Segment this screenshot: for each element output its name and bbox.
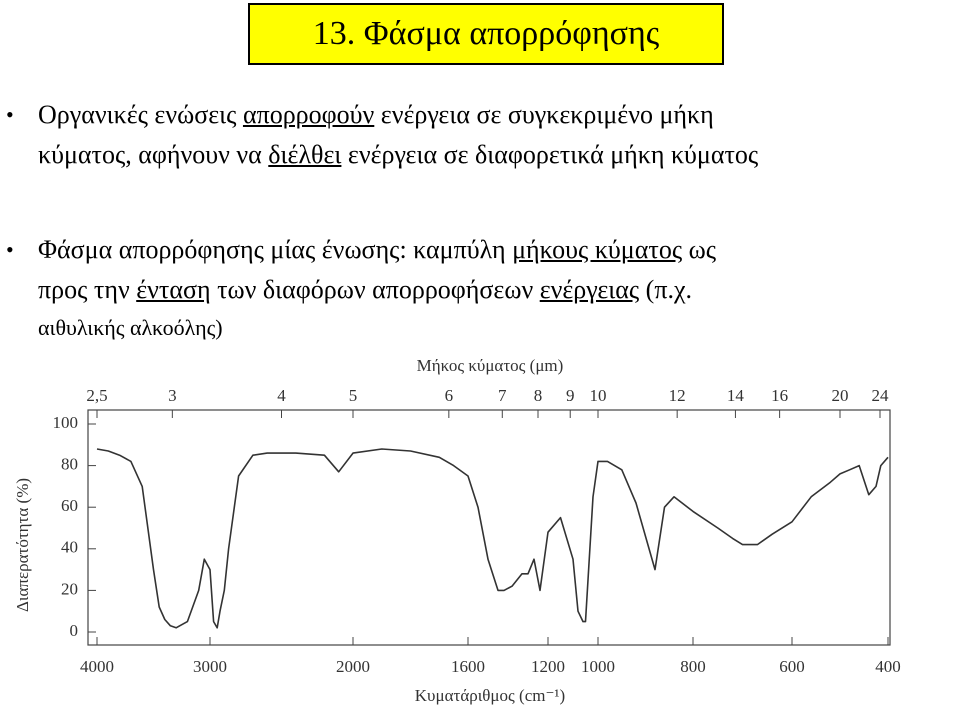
y-tick-label: 0 xyxy=(70,621,79,640)
bullet-line: κύματος, αφήνουν να διέλθει ενέργεια σε … xyxy=(38,140,758,170)
x2-tick-label: 5 xyxy=(349,386,358,405)
x-tick-label: 4000 xyxy=(80,657,114,676)
text-segment: ως xyxy=(682,235,717,264)
text-segment: ενέργεια σε συγκεκριμένο μήκη xyxy=(374,100,714,129)
text-segment: ενέργεια σε διαφορετικά μήκη κύματος xyxy=(341,140,759,169)
text-segment: (π.χ. xyxy=(639,275,692,304)
x2-tick-label: 24 xyxy=(872,386,890,405)
text-segment: των διαφόρων απορροφήσεων xyxy=(210,275,540,304)
x-tick-label: 1200 xyxy=(531,657,565,676)
x2-tick-label: 2,5 xyxy=(86,386,107,405)
bullet-dot: • xyxy=(6,237,14,262)
text-segment: αιθυλικής αλκοόλης) xyxy=(38,315,223,340)
text-segment: Οργανικές ενώσεις xyxy=(38,100,243,129)
x-tick-label: 2000 xyxy=(336,657,370,676)
text-segment: απορροφούν xyxy=(242,100,375,129)
x2-tick-label: 7 xyxy=(498,386,507,405)
spectrum-line xyxy=(96,448,889,629)
text-segment: προς την xyxy=(38,275,137,304)
slide-title: 13. Φάσμα απορρόφησης xyxy=(248,3,724,65)
text-segment: διέλθει xyxy=(268,140,342,169)
bullet-dot: • xyxy=(6,102,14,127)
y-tick-label: 20 xyxy=(61,579,78,598)
bullet-line: Οργανικές ενώσεις απορροφούν ενέργεια σε… xyxy=(38,100,714,130)
x2-tick-label: 9 xyxy=(566,386,575,405)
bullet-line: αιθυλικής αλκοόλης) xyxy=(38,315,223,341)
x2-tick-label: 8 xyxy=(534,386,543,405)
bullet-line: προς την ένταση των διαφόρων απορροφήσεω… xyxy=(38,275,692,305)
x-tick-label: 3000 xyxy=(193,657,227,676)
y-axis-label: Διαπερατότητα (%) xyxy=(13,478,32,612)
text-segment: μήκους κύματος xyxy=(512,235,683,264)
x-tick-label: 1000 xyxy=(581,657,615,676)
x2-axis-label: Μήκος κύματος (μm) xyxy=(417,356,564,375)
y-tick-label: 40 xyxy=(61,538,78,557)
plot-frame xyxy=(87,409,891,646)
y-tick-label: 60 xyxy=(61,496,78,515)
x2-tick-label: 3 xyxy=(168,386,177,405)
x2-tick-label: 6 xyxy=(445,386,454,405)
text-segment: ενέργειας xyxy=(539,275,640,304)
x-axis-label: Κυματάριθμος (cm⁻¹) xyxy=(415,686,565,705)
x2-tick-label: 16 xyxy=(771,386,788,405)
text-segment: κύματος, αφήνουν να xyxy=(38,140,269,169)
x-tick-label: 800 xyxy=(680,657,706,676)
x2-tick-label: 14 xyxy=(727,386,745,405)
x2-tick-label: 10 xyxy=(590,386,607,405)
x2-tick-label: 20 xyxy=(832,386,849,405)
text-segment: Φάσμα απορρόφησης μίας ένωσης: καμπύλη xyxy=(38,235,513,264)
bullet-line: Φάσμα απορρόφησης μίας ένωσης: καμπύλη μ… xyxy=(38,235,716,265)
text-segment: ένταση xyxy=(136,275,211,304)
x2-tick-label: 12 xyxy=(669,386,686,405)
x-tick-label: 1600 xyxy=(451,657,485,676)
y-tick-label: 100 xyxy=(53,413,79,432)
y-tick-label: 80 xyxy=(61,455,78,474)
x-tick-label: 600 xyxy=(779,657,805,676)
x2-tick-label: 4 xyxy=(277,386,286,405)
x-tick-label: 400 xyxy=(875,657,901,676)
